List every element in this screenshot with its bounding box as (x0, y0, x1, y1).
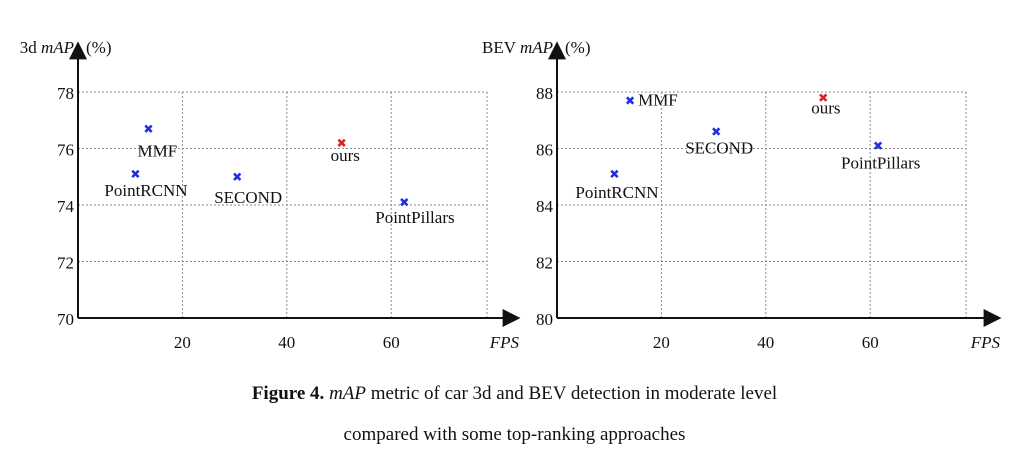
data-point-stroke (873, 141, 883, 150)
chart-bev-map: 80 82 84 86 88 20 40 60 FPS BEV mAP (%) MMF PointRCN… (482, 38, 1002, 352)
data-point-label: ours (811, 99, 840, 118)
data-point-marker (712, 127, 721, 136)
data-point-label: PointRCNN (575, 183, 658, 202)
data-point-marker (625, 96, 635, 105)
data-point-marker (337, 138, 346, 147)
y-tick-label: 70 (57, 310, 74, 329)
data-point-stroke (819, 93, 828, 102)
y-tick-label: 84 (536, 197, 554, 216)
caption-line1-text: metric of car 3d and BEV detection in mo… (366, 383, 778, 404)
data-point-marker (610, 169, 619, 179)
data-point-label: SECOND (685, 139, 753, 158)
data-point-stroke (610, 169, 619, 179)
data-point-stroke (712, 127, 721, 136)
y-axis-label-metric: mAP (520, 38, 553, 57)
data-point-stroke (233, 172, 242, 181)
y-tick-label: 74 (57, 197, 75, 216)
data-point-label: PointRCNN (104, 181, 187, 200)
y-axis-label: 3d mAP (20, 38, 74, 57)
y-axis-label-prefix: BEV (482, 38, 520, 57)
caption-metric: mAP (329, 383, 366, 404)
y-tick-label: 78 (57, 84, 74, 103)
y-tick-label: 82 (536, 254, 553, 273)
x-tick-label: 40 (278, 333, 295, 352)
data-point-label: MMF (638, 90, 678, 109)
y-tick-label: 88 (536, 84, 553, 103)
y-axis-label-unit: (%) (565, 38, 590, 57)
data-point-marker (819, 93, 828, 102)
data-point-marker (873, 141, 883, 150)
data-point-label: MMF (137, 142, 177, 161)
y-tick-label: 86 (536, 141, 553, 160)
x-axis-label: FPS (489, 333, 520, 352)
data-point-stroke (131, 169, 140, 179)
y-tick-label: 76 (57, 141, 74, 160)
y-axis-label-unit: (%) (86, 38, 111, 57)
data-point-label: SECOND (214, 188, 282, 207)
data-point-stroke (337, 138, 346, 147)
x-tick-label: 20 (174, 333, 191, 352)
data-point-marker (233, 172, 242, 181)
data-point-stroke (625, 96, 635, 105)
y-tick-label: 72 (57, 254, 74, 273)
data-point-stroke (400, 198, 409, 207)
data-point-marker (131, 169, 140, 179)
x-tick-label: 20 (653, 333, 670, 352)
data-point-label: ours (331, 146, 360, 165)
chart-3d-map: 70 72 74 76 78 20 40 60 FPS 3d mAP (%) MMF PointRCNN… (20, 38, 521, 352)
data-point-label: PointPillars (841, 154, 920, 173)
y-axis-label: BEV mAP (482, 38, 553, 57)
data-point-marker (144, 124, 153, 133)
data-point-label: PointPillars (375, 208, 454, 227)
y-axis-label-metric: mAP (41, 38, 74, 57)
x-axis-label: FPS (970, 333, 1001, 352)
figure-caption-line1: Figure 4. mAP metric of car 3d and BEV d… (0, 383, 1029, 405)
x-tick-label: 40 (757, 333, 774, 352)
y-axis-label-prefix: 3d (20, 38, 41, 57)
x-tick-label: 60 (862, 333, 879, 352)
figure-caption-line2: compared with some top-ranking approache… (343, 424, 686, 445)
y-tick-label: 80 (536, 310, 553, 329)
figure-label: Figure 4. (251, 383, 325, 404)
data-point-marker (400, 198, 409, 207)
x-tick-label: 60 (383, 333, 400, 352)
data-point-stroke (144, 124, 153, 133)
